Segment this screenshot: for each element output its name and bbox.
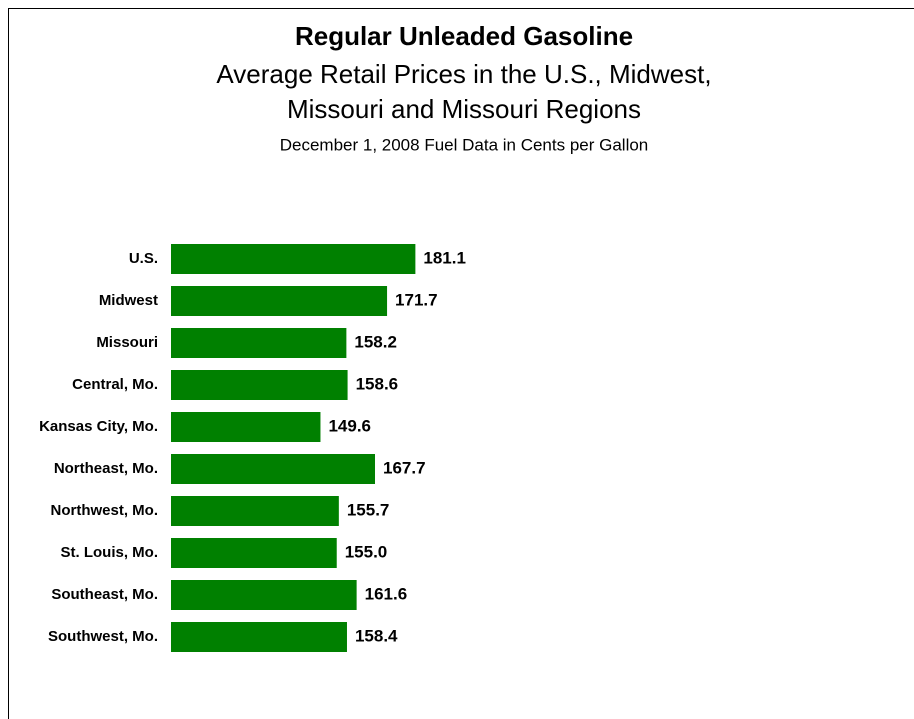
value-label: 158.6 <box>356 374 399 393</box>
value-label: 171.7 <box>395 290 438 309</box>
bar <box>171 370 348 400</box>
category-label: Kansas City, Mo. <box>39 418 158 435</box>
category-label: Central, Mo. <box>72 376 158 393</box>
category-label: Southwest, Mo. <box>48 628 158 645</box>
bar <box>171 412 321 442</box>
bar <box>171 538 337 568</box>
category-label: St. Louis, Mo. <box>61 544 159 561</box>
chart-subtitle: Average Retail Prices in the U.S., Midwe… <box>216 59 711 89</box>
chart-title: Regular Unleaded Gasoline <box>295 21 633 51</box>
value-label: 158.2 <box>354 332 397 351</box>
bar <box>171 496 339 526</box>
frame <box>8 8 914 719</box>
value-label: 161.6 <box>365 584 408 603</box>
category-label: Midwest <box>99 292 158 309</box>
bar <box>171 244 416 274</box>
category-label: U.S. <box>129 250 158 267</box>
bar <box>171 580 357 610</box>
value-label: 155.0 <box>345 542 388 561</box>
value-label: 167.7 <box>383 458 426 477</box>
value-label: 155.7 <box>347 500 390 519</box>
category-label: Southeast, Mo. <box>51 586 158 603</box>
bar <box>171 328 347 358</box>
bar <box>171 622 347 652</box>
category-label: Missouri <box>96 334 158 351</box>
value-label: 149.6 <box>328 416 371 435</box>
chart-note: December 1, 2008 Fuel Data in Cents per … <box>280 135 649 154</box>
category-label: Northeast, Mo. <box>54 460 158 477</box>
value-label: 158.4 <box>355 626 398 645</box>
bar <box>171 286 388 316</box>
chart-subtitle: Missouri and Missouri Regions <box>287 94 641 124</box>
bar <box>171 454 376 484</box>
category-label: Northwest, Mo. <box>51 502 159 519</box>
value-label: 181.1 <box>423 248 466 267</box>
